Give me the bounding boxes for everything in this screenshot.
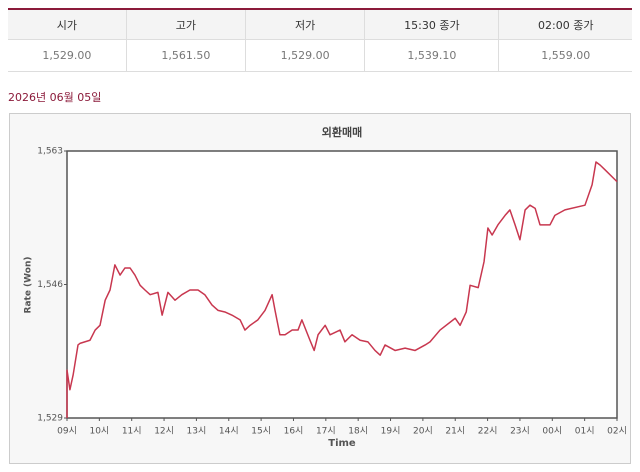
header-cell: 15:30 종가 <box>364 9 499 40</box>
x-tick-label: 23시 <box>510 426 530 437</box>
header-cell: 저가 <box>244 9 365 40</box>
date: 2026년 06월 05일 <box>8 91 102 104</box>
chart-title: 외환매매 <box>322 125 362 139</box>
x-tick-label: 02시 <box>607 426 627 437</box>
x-tick-label: 21시 <box>445 426 465 437</box>
cell: 1,559.00 <box>498 39 632 72</box>
y-tick-label: 1,563 <box>37 147 63 157</box>
x-tick-label: 11시 <box>122 426 142 437</box>
plot-area <box>66 150 618 419</box>
x-tick-label: 10시 <box>89 426 109 437</box>
cell: 1,539.10 <box>364 39 499 72</box>
cell: 1,529.00 <box>244 39 365 72</box>
y-tick-label: 1,546 <box>37 280 63 290</box>
x-tick-label: 16시 <box>284 426 304 437</box>
y-tick-label: 1,529 <box>37 414 63 424</box>
x-tick-label: 20시 <box>413 426 433 437</box>
x-tick-label: 00시 <box>542 426 562 437</box>
x-tick-label: 22시 <box>478 426 498 437</box>
x-tick-label: 14시 <box>219 426 239 437</box>
header-cell: 고가 <box>125 9 246 40</box>
cell: 1,529.00 <box>8 39 127 72</box>
x-tick-label: 09시 <box>57 426 77 437</box>
cell: 1,561.50 <box>125 39 246 72</box>
x-tick-label: 18시 <box>348 426 368 437</box>
x-tick-label: 17시 <box>316 426 336 437</box>
x-tick-label: 01시 <box>575 426 595 437</box>
line <box>66 161 618 418</box>
y-axis-label: Rate (Won) <box>24 257 34 314</box>
x-tick-label: 19시 <box>381 426 401 437</box>
data-row: 1,529.00 1,561.50 1,529.00 1,539.10 1,55… <box>8 39 632 72</box>
x-tick-label: 12시 <box>154 426 174 437</box>
x-axis-label: Time <box>328 438 356 449</box>
x-tick-label: 13시 <box>187 426 207 437</box>
price-table: 시가 고가 저가 15:30 종가 02:00 종가 1,529.00 1,56… <box>8 8 632 72</box>
x-tick-label: 15시 <box>251 426 271 437</box>
header-cell: 02:00 종가 <box>498 9 632 40</box>
header-row: 시가 고가 저가 15:30 종가 02:00 종가 <box>8 9 632 40</box>
header-cell: 시가 <box>8 9 127 40</box>
